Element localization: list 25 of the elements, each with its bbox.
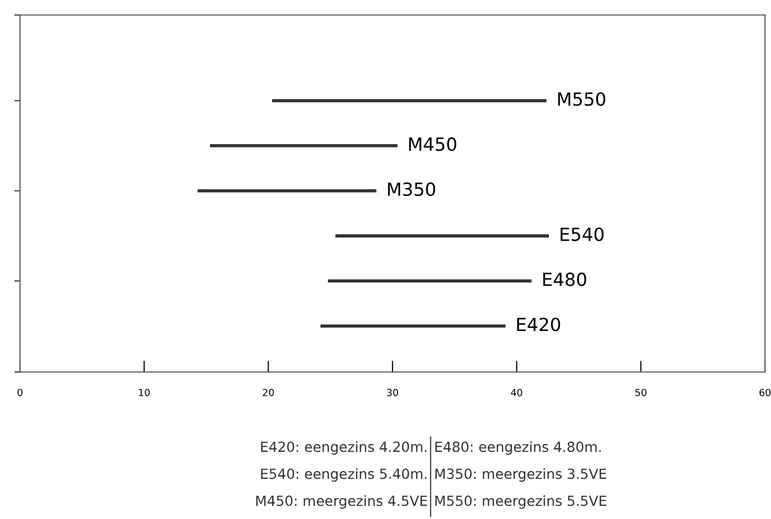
y-tick-label: E420 <box>517 318 560 332</box>
bar <box>198 189 376 192</box>
text: E540: eengezins 5.40m. <box>261 468 426 482</box>
text: M350: meergezins 3.5VE <box>435 468 606 482</box>
y-tick-label: M550 <box>558 92 606 106</box>
x-tick-label: 0 <box>18 388 22 396</box>
text: M450: meergezins 4.5VE <box>256 495 428 509</box>
bar <box>320 324 506 328</box>
y-tick-label: M450 <box>409 137 456 151</box>
x-tick-label: 20 <box>262 388 274 396</box>
bar <box>335 234 549 238</box>
text: E480: eengezins 4.80m. <box>435 441 601 455</box>
x-tick-label: 30 <box>387 388 398 396</box>
x-tick-label: 10 <box>139 388 150 396</box>
x-tick-label: 60 <box>759 388 771 396</box>
y-tick-label: E540 <box>560 227 604 242</box>
bar <box>328 279 532 283</box>
bar <box>210 144 398 148</box>
text: E420: eengezins 4.20m. <box>261 441 426 455</box>
x-tick-label: 40 <box>510 388 522 396</box>
y-tick-label: E480 <box>543 272 586 286</box>
text: M550: meergezins 5.5VE <box>435 495 606 509</box>
y-tick-label: M350 <box>388 182 436 196</box>
x-tick-label: 50 <box>635 388 646 396</box>
bar <box>272 99 546 102</box>
